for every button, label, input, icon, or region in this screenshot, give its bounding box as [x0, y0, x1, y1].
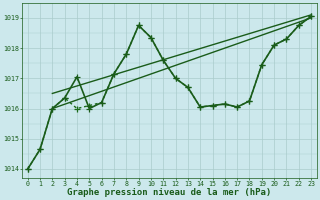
X-axis label: Graphe pression niveau de la mer (hPa): Graphe pression niveau de la mer (hPa)	[67, 188, 271, 197]
